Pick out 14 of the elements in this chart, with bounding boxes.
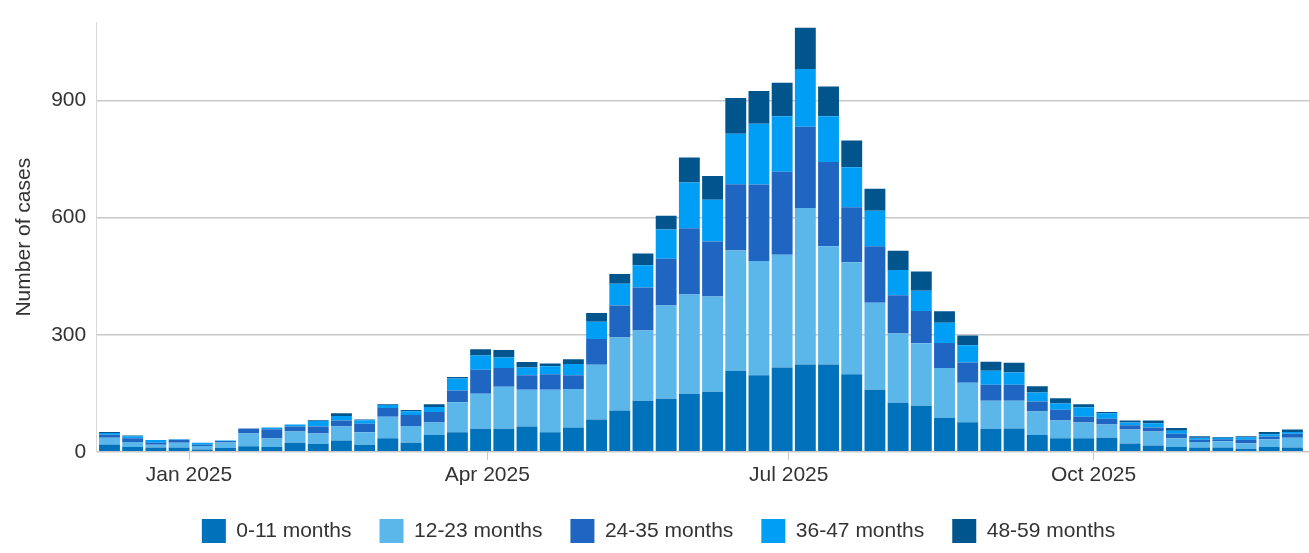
y-tick-label: 300	[51, 321, 87, 345]
legend-label: 36-47 months	[795, 517, 925, 541]
legend-label: 12-23 months	[414, 517, 543, 541]
y-tick-label: 900	[51, 87, 87, 111]
y-axis-title: Number of cases	[11, 157, 35, 317]
legend-label: 48-59 months	[986, 517, 1116, 541]
legend-label: 0-11 months	[236, 517, 352, 541]
x-tick-label: Apr 2025	[444, 462, 530, 486]
x-tick-label: Oct 2025	[1051, 462, 1137, 486]
y-tick-label: 600	[51, 204, 87, 228]
legend-label: 24-35 months	[604, 517, 734, 541]
y-tick-label: 0	[74, 438, 87, 462]
x-tick-label: Jan 2025	[145, 462, 233, 486]
x-tick-label: Jul 2025	[749, 462, 829, 486]
